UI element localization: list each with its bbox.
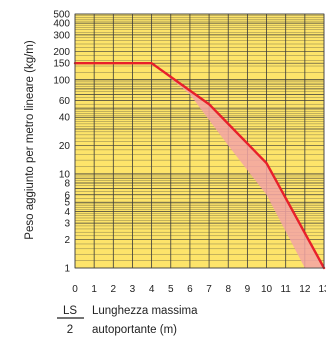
y-tick-label: 200 [53, 47, 70, 58]
x-tick-label: 0 [72, 284, 78, 295]
x-tick-label: 1 [91, 284, 97, 295]
y-tick-label: 2 [64, 235, 70, 246]
x-tick-label: 13 [318, 284, 326, 295]
x-tick-label: 8 [225, 284, 231, 295]
y-tick-label: 3 [64, 219, 70, 230]
x-tick-label: 6 [187, 284, 193, 295]
x-tick-label: 11 [280, 284, 291, 295]
legend-denominator: 2 [67, 324, 73, 336]
y-tick-label: 500 [53, 10, 70, 21]
y-tick-label: 1 [64, 264, 70, 275]
x-tick-label: 10 [261, 284, 273, 295]
legend-line-2: autoportante (m) [92, 324, 177, 336]
legend-line-1: Lunghezza massima [92, 305, 198, 317]
x-tick-label: 7 [206, 284, 212, 295]
y-tick-label: 60 [59, 96, 71, 107]
x-tick-label: 5 [168, 284, 174, 295]
legend: LS 2 Lunghezza massima autoportante (m) [57, 305, 198, 336]
y-tick-label: 40 [59, 113, 71, 124]
x-tick-label: 2 [111, 284, 117, 295]
y-tick-label: 20 [59, 141, 71, 152]
y-tick-label: 150 [53, 59, 70, 70]
x-tick-label: 4 [149, 284, 155, 295]
x-tick-label: 12 [299, 284, 311, 295]
plot-area [75, 14, 324, 268]
y-tick-label: 100 [53, 75, 70, 86]
y-axis-title: Peso aggiunto per metro lineare (kg/m) [24, 40, 36, 240]
y-tick-label: 10 [59, 169, 71, 180]
y-tick-label: 300 [53, 30, 70, 41]
x-tick-label: 3 [130, 284, 136, 295]
y-tick-label: 6 [64, 190, 70, 201]
legend-numerator: LS [63, 305, 77, 317]
x-tick-label: 9 [245, 284, 251, 295]
